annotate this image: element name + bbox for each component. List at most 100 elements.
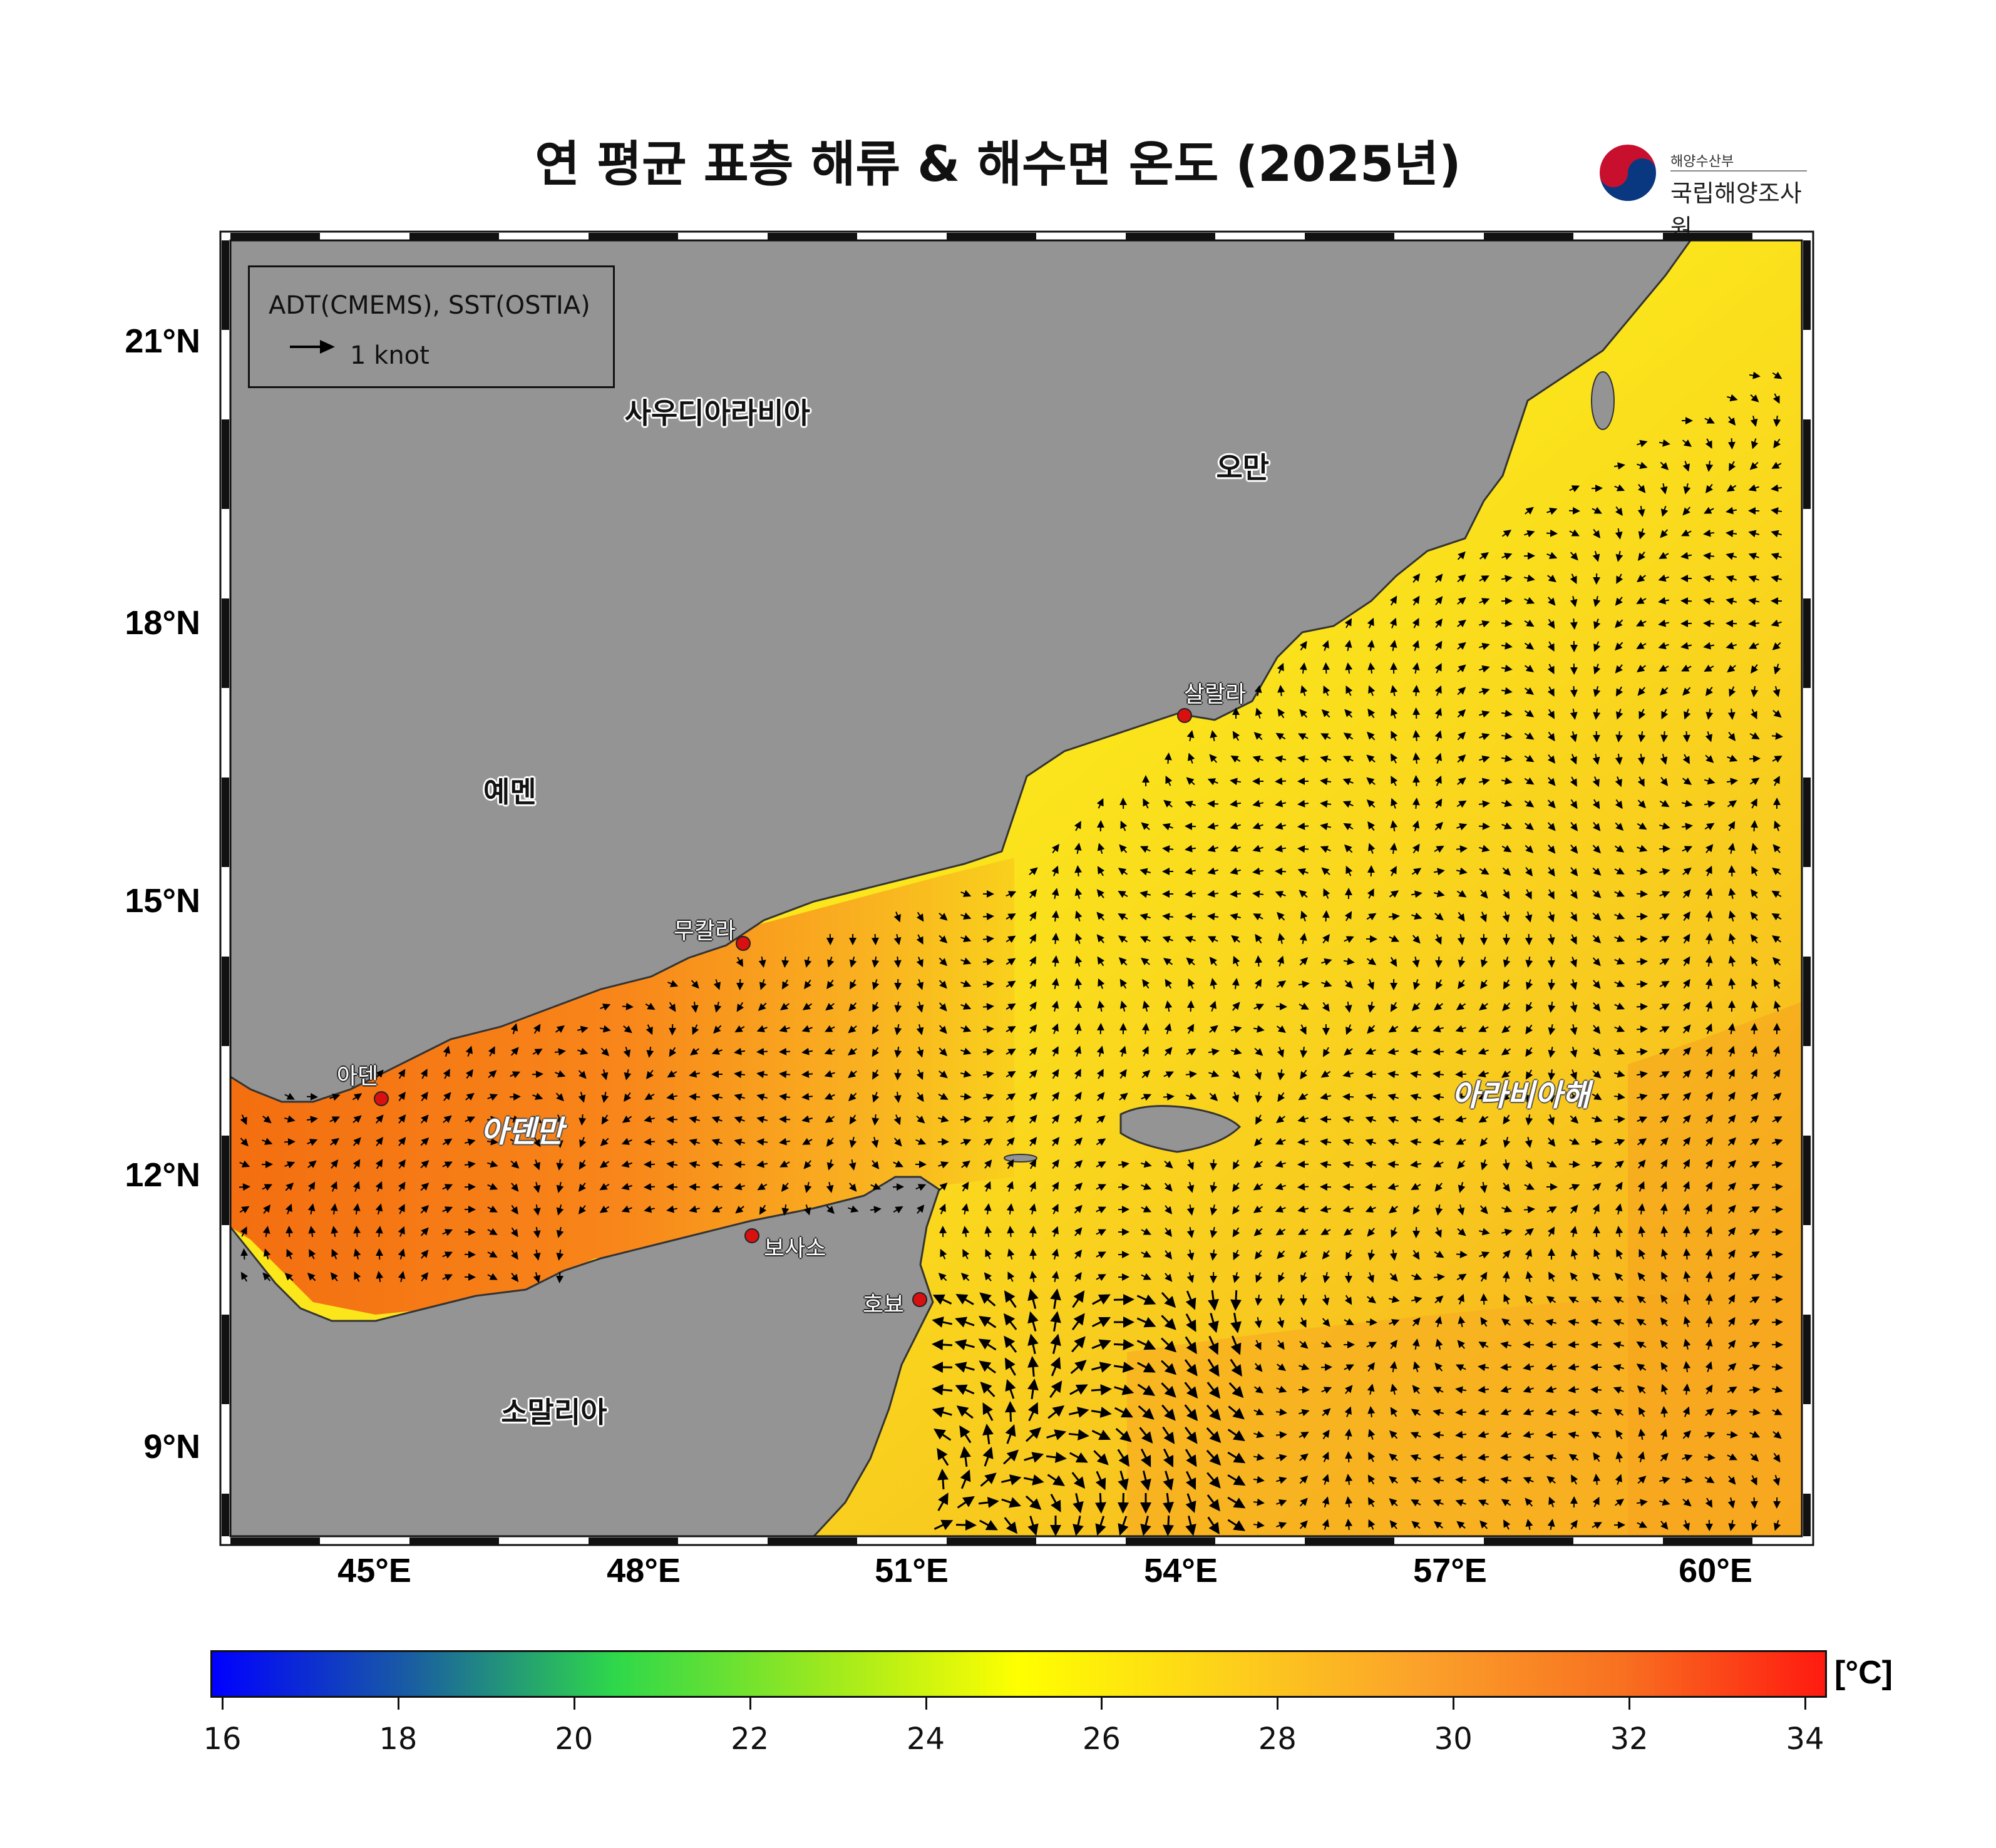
current-vector-arrow <box>1006 891 1017 898</box>
current-vector-arrow <box>1029 889 1037 898</box>
current-vector-arrow <box>1097 866 1105 876</box>
current-vector-arrow <box>1592 935 1602 944</box>
current-vector-arrow <box>1231 935 1240 943</box>
current-vector-arrow <box>1637 575 1646 583</box>
current-vector-arrow <box>1525 823 1534 831</box>
current-vector-arrow <box>1659 936 1670 943</box>
colorbar-tick-label: 26 <box>1082 1722 1121 1757</box>
current-vector-arrow <box>1412 979 1421 990</box>
current-vector-arrow <box>1638 528 1646 540</box>
current-vector-arrow <box>1614 957 1625 965</box>
current-vector-arrow <box>1051 1000 1059 1012</box>
current-vector-arrow <box>555 1025 565 1033</box>
colorbar-tick <box>573 1696 575 1710</box>
frame-scale-segment <box>222 778 229 867</box>
current-vector-arrow <box>1772 642 1781 650</box>
current-vector-arrow <box>1253 732 1263 741</box>
current-vector-arrow <box>960 1025 972 1032</box>
current-vector-arrow <box>1230 755 1241 763</box>
current-vector-arrow <box>1727 800 1737 808</box>
current-vector-arrow <box>1344 1001 1352 1013</box>
current-vector-arrow <box>1659 1004 1670 1011</box>
current-vector-arrow <box>1342 1183 1354 1191</box>
current-vector-arrow <box>894 1024 902 1035</box>
current-vector-arrow <box>239 1183 250 1191</box>
current-vector-arrow <box>804 956 812 968</box>
current-vector-arrow <box>1637 822 1647 830</box>
current-vector-arrow <box>1096 934 1104 943</box>
current-vector-arrow <box>916 979 924 990</box>
current-vector-arrow <box>1592 776 1600 788</box>
current-vector-arrow <box>1570 708 1578 720</box>
lat-label-12: 12°N <box>125 1156 200 1194</box>
current-vector-arrow <box>1391 798 1398 809</box>
current-vector-arrow <box>1434 913 1444 921</box>
current-vector-arrow <box>1344 709 1353 718</box>
current-vector-arrow <box>1637 687 1645 696</box>
colorbar-tick <box>749 1696 751 1710</box>
current-vector-arrow <box>1727 708 1736 720</box>
current-vector-arrow <box>1705 460 1714 472</box>
current-vector-arrow <box>1253 913 1263 921</box>
current-vector-arrow <box>1322 662 1330 674</box>
current-vector-arrow <box>1636 642 1647 649</box>
current-vector-arrow <box>1344 640 1352 652</box>
current-vector-arrow <box>1479 1003 1488 1011</box>
current-vector-arrow <box>1322 933 1330 944</box>
current-vector-arrow <box>1615 664 1623 674</box>
current-vector-arrow <box>960 1092 972 1101</box>
current-vector-arrow <box>1751 956 1759 967</box>
current-vector-arrow <box>1345 685 1353 696</box>
current-vector-arrow <box>1074 821 1081 831</box>
current-vector-arrow <box>1389 640 1397 652</box>
colorbar-tick <box>1804 1696 1806 1710</box>
current-vector-arrow <box>1297 799 1309 808</box>
current-vector-arrow <box>1570 822 1578 831</box>
current-vector-arrow <box>1681 664 1692 672</box>
current-vector-arrow <box>1389 935 1400 942</box>
current-vector-arrow <box>1163 799 1173 808</box>
current-vector-arrow <box>1412 662 1420 674</box>
current-vector-arrow <box>1367 979 1374 990</box>
current-vector-arrow <box>1479 687 1490 696</box>
current-vector-arrow <box>894 1001 902 1013</box>
current-vector-arrow <box>1683 1002 1691 1011</box>
current-vector-arrow <box>1570 979 1578 990</box>
current-vector-arrow <box>1478 778 1490 786</box>
current-vector-arrow <box>1162 845 1174 853</box>
current-vector-arrow <box>1547 822 1556 831</box>
current-vector-arrow <box>1143 798 1150 809</box>
current-vector-arrow <box>982 935 994 943</box>
current-vector-arrow <box>1682 687 1691 696</box>
current-vector-arrow <box>1412 730 1421 742</box>
current-vector-arrow <box>1771 507 1783 515</box>
current-vector-arrow <box>804 979 812 990</box>
current-vector-arrow <box>1726 597 1737 605</box>
current-vector-arrow <box>982 958 994 966</box>
current-vector-arrow <box>1659 687 1669 696</box>
ministry-name: 해양수산부 <box>1670 154 1734 170</box>
current-vector-arrow <box>1185 800 1196 808</box>
current-vector-arrow <box>1771 1318 1783 1327</box>
current-vector-arrow <box>1299 957 1309 966</box>
colorbar-tick-label: 22 <box>731 1722 769 1757</box>
current-vector-arrow <box>1345 662 1353 674</box>
current-vector-arrow <box>1275 891 1286 898</box>
current-vector-arrow <box>1615 597 1623 606</box>
current-vector-arrow <box>1501 664 1513 672</box>
current-vector-arrow <box>1051 910 1059 922</box>
colorbar-tick-label: 16 <box>203 1722 242 1757</box>
current-vector-arrow <box>734 1161 746 1169</box>
frame-scale-segment <box>230 233 320 240</box>
current-vector-arrow <box>1051 843 1059 854</box>
current-vector-arrow <box>1029 1248 1037 1260</box>
current-vector-arrow <box>1525 933 1533 945</box>
current-vector-arrow <box>1525 506 1534 515</box>
current-vector-arrow <box>1479 665 1490 673</box>
current-vector-arrow <box>960 1002 972 1010</box>
current-vector-arrow <box>1727 821 1736 831</box>
current-vector-arrow <box>1705 438 1712 449</box>
city-label: 아덴 <box>336 1064 378 1090</box>
current-vector-arrow <box>1434 798 1443 809</box>
current-vector-arrow <box>1436 979 1443 990</box>
